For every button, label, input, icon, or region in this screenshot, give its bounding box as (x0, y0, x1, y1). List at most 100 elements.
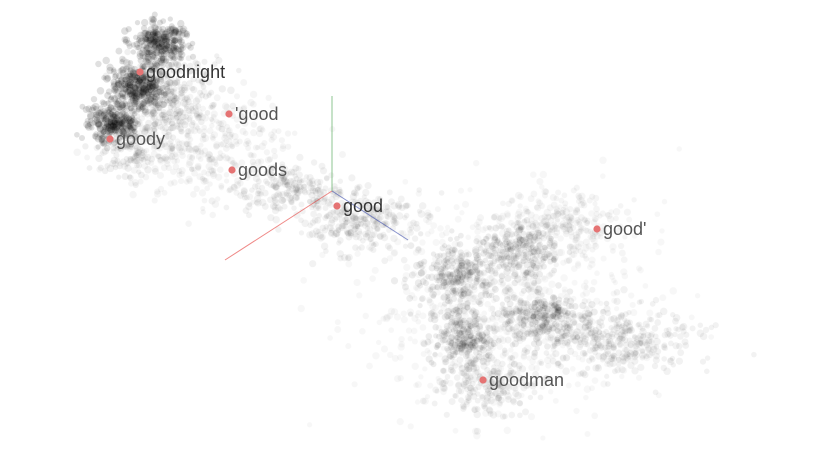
embedding-point[interactable] (373, 224, 381, 232)
embedding-point[interactable] (150, 66, 156, 72)
embedding-point[interactable] (135, 106, 142, 113)
embedding-point[interactable] (317, 191, 325, 198)
embedding-point[interactable] (354, 223, 361, 229)
embedding-point[interactable] (630, 309, 637, 316)
embedding-point[interactable] (190, 191, 197, 198)
embedding-point[interactable] (141, 93, 148, 100)
embedding-point[interactable] (223, 103, 231, 112)
embedding-point[interactable] (220, 152, 227, 159)
embedding-point[interactable] (611, 298, 617, 304)
embedding-point[interactable] (120, 129, 128, 137)
embedding-point[interactable] (157, 100, 163, 107)
embedding-point[interactable] (241, 170, 248, 177)
embedding-point[interactable] (201, 134, 210, 143)
embedding-point[interactable] (160, 33, 169, 41)
embedding-point[interactable] (171, 97, 178, 104)
embedding-point[interactable] (99, 127, 108, 135)
embedding-point[interactable] (352, 214, 359, 222)
embedding-point[interactable] (263, 170, 269, 177)
embedding-point[interactable] (120, 119, 127, 126)
embedding-point[interactable] (491, 249, 498, 257)
embedding-point[interactable] (152, 35, 159, 41)
embedding-point[interactable] (471, 300, 477, 306)
embedding-point[interactable] (121, 76, 127, 83)
embedding-point[interactable] (169, 114, 175, 121)
embedding-point[interactable] (292, 193, 300, 201)
embedding-point[interactable] (233, 116, 240, 123)
embedding-point[interactable] (122, 113, 129, 120)
embedding-point[interactable] (152, 82, 159, 90)
embedding-point[interactable] (141, 128, 149, 137)
embedding-point[interactable] (502, 306, 508, 312)
embedding-point[interactable] (143, 35, 150, 41)
embedding-point[interactable] (92, 133, 100, 141)
embedding-point[interactable] (315, 187, 322, 194)
embedding-point[interactable] (162, 142, 170, 151)
embedding-point[interactable] (151, 167, 159, 175)
embedding-point[interactable] (438, 331, 445, 338)
embedding-point[interactable] (100, 114, 108, 121)
embedding-point[interactable] (384, 208, 393, 216)
embedding-point[interactable] (178, 178, 185, 185)
embedding-point[interactable] (655, 249, 662, 256)
embedding-point[interactable] (139, 83, 147, 90)
embedding-point[interactable] (508, 411, 516, 419)
embedding-point[interactable] (128, 75, 135, 82)
embedding-point[interactable] (573, 408, 579, 414)
embedding-point[interactable] (200, 105, 207, 112)
embedding-point[interactable] (403, 202, 410, 209)
embedding-point[interactable] (183, 103, 190, 110)
embedding-point[interactable] (138, 105, 145, 112)
embedding-point[interactable] (370, 210, 377, 218)
embedding-point[interactable] (237, 192, 245, 199)
embedding-point[interactable] (336, 240, 342, 246)
embedding-point[interactable] (138, 79, 146, 87)
embedding-point[interactable] (141, 18, 149, 27)
embedding-point[interactable] (126, 90, 134, 98)
embedding-point[interactable] (150, 65, 158, 73)
embedding-point[interactable] (384, 204, 391, 211)
embedding-point[interactable] (144, 98, 151, 104)
embedding-point[interactable] (177, 19, 185, 28)
embedding-point[interactable] (415, 245, 422, 252)
embedding-point[interactable] (306, 180, 314, 187)
embedding-point[interactable] (99, 137, 105, 144)
embedding-point[interactable] (108, 110, 115, 117)
embedding-point[interactable] (586, 243, 592, 249)
embedding-point[interactable] (149, 46, 157, 54)
embedding-point[interactable] (511, 352, 518, 359)
embedding-point[interactable] (101, 167, 109, 175)
embedding-point[interactable] (372, 241, 379, 248)
embedding-point[interactable] (345, 343, 351, 349)
embedding-point[interactable] (331, 186, 339, 193)
embedding-point[interactable] (145, 30, 151, 37)
embedding-point[interactable] (85, 105, 93, 113)
embedding-point[interactable] (118, 76, 125, 83)
embedding-point[interactable] (132, 121, 138, 127)
embedding-point[interactable] (217, 154, 224, 162)
embedding-point[interactable] (127, 137, 134, 144)
embedding-point[interactable] (152, 93, 161, 101)
embedding-point[interactable] (677, 349, 685, 357)
embedding-point[interactable] (553, 206, 559, 212)
embedding-point[interactable] (194, 60, 201, 68)
embedding-point[interactable] (144, 96, 152, 105)
embedding-point[interactable] (195, 125, 201, 131)
embedding-point[interactable] (114, 77, 121, 84)
embedding-point[interactable] (641, 338, 649, 346)
embedding-point[interactable] (535, 237, 542, 244)
embedding-point[interactable] (113, 132, 119, 138)
embedding-point[interactable] (439, 245, 446, 252)
embedding-point[interactable] (468, 288, 474, 294)
embedding-point[interactable] (111, 115, 117, 122)
embedding-point[interactable] (135, 77, 143, 85)
embedding-point[interactable] (268, 131, 275, 139)
embedding-point[interactable] (538, 359, 544, 365)
embedding-point[interactable] (176, 25, 184, 33)
embedding-point[interactable] (108, 122, 117, 130)
embedding-point[interactable] (136, 76, 144, 84)
embedding-point[interactable] (172, 60, 180, 68)
embedding-point[interactable] (336, 186, 343, 194)
embedding-point[interactable] (258, 142, 267, 151)
embedding-point[interactable] (132, 91, 138, 98)
